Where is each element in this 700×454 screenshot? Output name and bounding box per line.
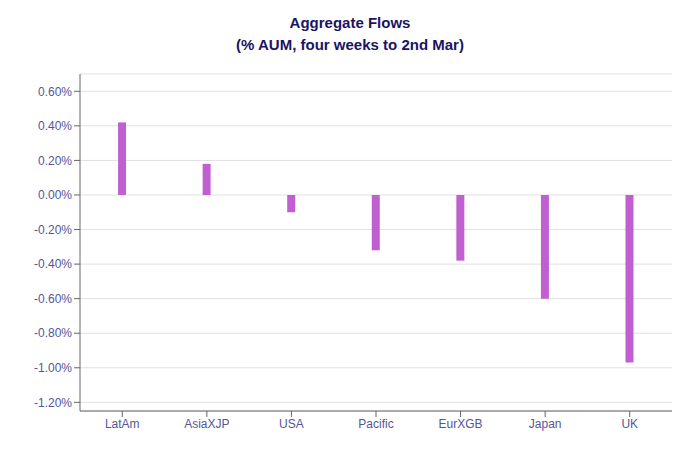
svg-text:0.20%: 0.20% — [38, 154, 72, 168]
html-text:(% AUM, four weeks to 2nd Mar): (% AUM, four weeks to 2nd Mar) — [236, 36, 464, 53]
svg-text:USA: USA — [279, 417, 304, 431]
svg-text:Pacific: Pacific — [358, 417, 393, 431]
svg-text:-0.40%: -0.40% — [34, 257, 72, 271]
svg-text:-0.20%: -0.20% — [34, 223, 72, 237]
svg-text:-0.80%: -0.80% — [34, 326, 72, 340]
svg-text:-1.00%: -1.00% — [34, 361, 72, 375]
html-text:Aggregate Flows: Aggregate Flows — [289, 14, 411, 31]
svg-text:-1.20%: -1.20% — [34, 396, 72, 410]
svg-text:Japan: Japan — [529, 417, 562, 431]
svg-text:-0.60%: -0.60% — [34, 292, 72, 306]
svg-text:0.60%: 0.60% — [38, 85, 72, 99]
svg-text:EurXGB: EurXGB — [439, 417, 483, 431]
svg-text:LatAm: LatAm — [105, 417, 140, 431]
svg-text:UK: UK — [621, 417, 638, 431]
svg-text:0.00%: 0.00% — [38, 188, 72, 202]
svg-text:0.40%: 0.40% — [38, 119, 72, 133]
svg-text:AsiaXJP: AsiaXJP — [184, 417, 229, 431]
